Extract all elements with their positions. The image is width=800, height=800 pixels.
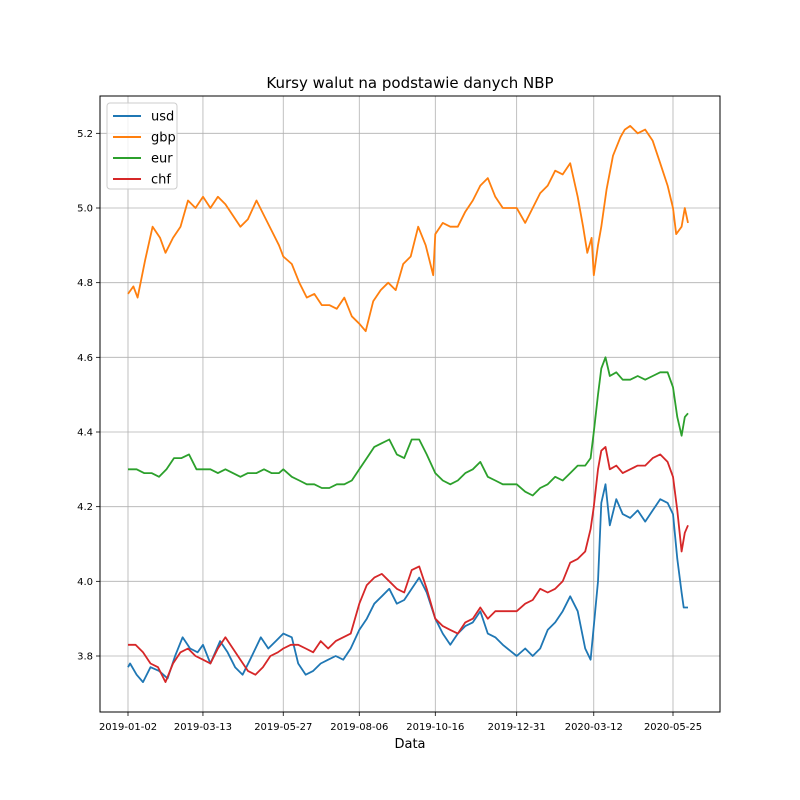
chart-title: Kursy walut na podstawie danych NBP	[266, 74, 553, 92]
x-axis-title: Data	[394, 737, 425, 752]
y-tick-label: 3.8	[77, 652, 93, 663]
x-tick-label: 2019-12-31	[488, 722, 546, 733]
legend-label-gbp: gbp	[151, 131, 176, 146]
legend-label-eur: eur	[151, 152, 173, 167]
grid	[100, 96, 720, 712]
y-tick-label: 4.8	[77, 278, 93, 289]
plot-frame	[99, 95, 721, 713]
x-tick-label: 2019-08-06	[330, 722, 388, 733]
axis-ticks: 2019-01-02 2019-03-13 2019-05-27 2019-08-06…	[77, 129, 702, 733]
y-tick-label: 4.4	[77, 428, 93, 439]
x-tick-label: 2019-10-16	[406, 722, 464, 733]
series-lines	[127, 125, 689, 683]
series-line-gbp	[127, 125, 689, 333]
x-tick-label: 2020-05-25	[644, 722, 702, 733]
y-tick-label: 4.6	[77, 353, 93, 364]
legend-box	[106, 102, 178, 190]
x-tick-label: 2019-01-02	[99, 722, 157, 733]
x-tick-label: 2020-03-12	[565, 722, 623, 733]
x-tick-label: 2019-03-13	[174, 722, 232, 733]
series-line-eur	[128, 356, 689, 497]
y-tick-label: 5.0	[77, 204, 93, 215]
y-tick-label: 5.2	[77, 129, 93, 140]
legend: usd gbp eur chf	[106, 102, 178, 190]
legend-label-usd: usd	[151, 110, 174, 125]
series-line-chf	[128, 445, 689, 683]
y-tick-label: 4.0	[77, 577, 93, 588]
legend-label-chf: chf	[151, 173, 171, 188]
x-tick-label: 2019-05-27	[254, 722, 312, 733]
y-tick-label: 4.2	[77, 502, 93, 513]
